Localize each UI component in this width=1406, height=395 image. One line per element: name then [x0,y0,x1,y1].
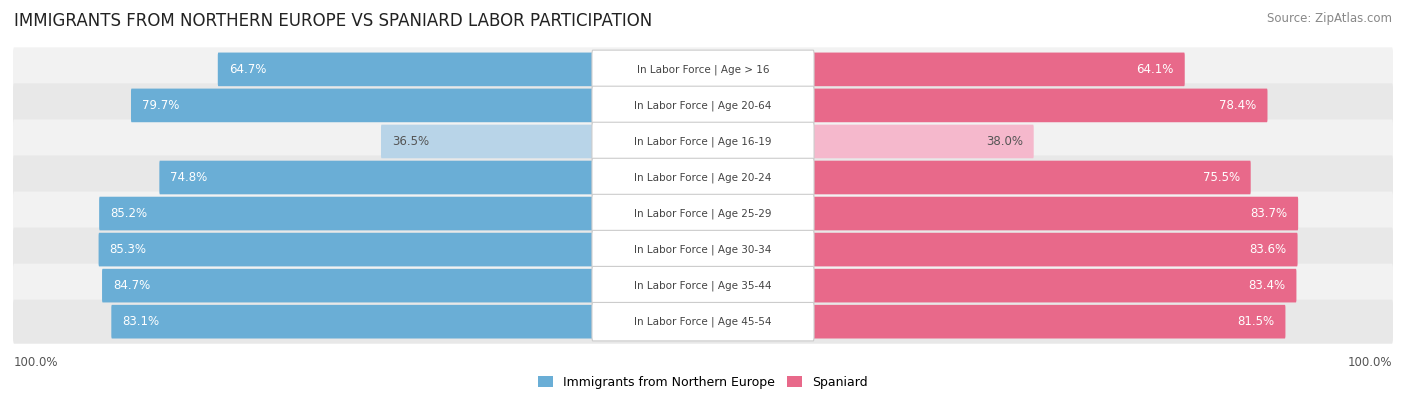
Text: In Labor Force | Age 25-29: In Labor Force | Age 25-29 [634,208,772,219]
FancyBboxPatch shape [592,303,814,341]
Text: 83.1%: 83.1% [122,315,159,328]
Text: 75.5%: 75.5% [1202,171,1240,184]
Text: In Labor Force | Age 35-44: In Labor Force | Age 35-44 [634,280,772,291]
Text: 85.3%: 85.3% [110,243,146,256]
Text: IMMIGRANTS FROM NORTHERN EUROPE VS SPANIARD LABOR PARTICIPATION: IMMIGRANTS FROM NORTHERN EUROPE VS SPANI… [14,12,652,30]
Text: 84.7%: 84.7% [112,279,150,292]
FancyBboxPatch shape [813,269,1296,303]
FancyBboxPatch shape [381,125,593,158]
FancyBboxPatch shape [592,266,814,305]
FancyBboxPatch shape [131,88,593,122]
Text: 100.0%: 100.0% [14,356,59,369]
Text: 38.0%: 38.0% [986,135,1022,148]
FancyBboxPatch shape [592,158,814,197]
FancyBboxPatch shape [592,230,814,269]
Text: 74.8%: 74.8% [170,171,208,184]
Text: In Labor Force | Age 45-54: In Labor Force | Age 45-54 [634,316,772,327]
Text: In Labor Force | Age 16-19: In Labor Force | Age 16-19 [634,136,772,147]
FancyBboxPatch shape [103,269,593,303]
Text: In Labor Force | Age 30-34: In Labor Force | Age 30-34 [634,245,772,255]
FancyBboxPatch shape [13,156,1393,199]
FancyBboxPatch shape [13,192,1393,235]
FancyBboxPatch shape [159,161,593,194]
Text: Source: ZipAtlas.com: Source: ZipAtlas.com [1267,12,1392,25]
FancyBboxPatch shape [13,119,1393,164]
FancyBboxPatch shape [592,50,814,88]
Text: 78.4%: 78.4% [1219,99,1257,112]
FancyBboxPatch shape [813,305,1285,339]
FancyBboxPatch shape [218,53,593,86]
FancyBboxPatch shape [592,194,814,233]
Text: 100.0%: 100.0% [1347,356,1392,369]
FancyBboxPatch shape [813,161,1251,194]
FancyBboxPatch shape [592,122,814,161]
Legend: Immigrants from Northern Europe, Spaniard: Immigrants from Northern Europe, Spaniar… [538,376,868,389]
FancyBboxPatch shape [13,263,1393,308]
Text: 85.2%: 85.2% [110,207,148,220]
FancyBboxPatch shape [13,300,1393,344]
Text: 83.7%: 83.7% [1250,207,1288,220]
Text: 81.5%: 81.5% [1237,315,1275,328]
Text: 83.6%: 83.6% [1250,243,1286,256]
Text: In Labor Force | Age > 16: In Labor Force | Age > 16 [637,64,769,75]
FancyBboxPatch shape [100,197,593,230]
Text: 64.1%: 64.1% [1136,63,1174,76]
Text: 79.7%: 79.7% [142,99,179,112]
FancyBboxPatch shape [13,47,1393,91]
FancyBboxPatch shape [592,86,814,125]
FancyBboxPatch shape [813,233,1298,266]
FancyBboxPatch shape [813,88,1267,122]
FancyBboxPatch shape [111,305,593,339]
Text: 83.4%: 83.4% [1249,279,1285,292]
FancyBboxPatch shape [13,83,1393,128]
FancyBboxPatch shape [813,53,1185,86]
Text: In Labor Force | Age 20-24: In Labor Force | Age 20-24 [634,172,772,183]
FancyBboxPatch shape [98,233,593,266]
FancyBboxPatch shape [13,228,1393,272]
FancyBboxPatch shape [813,197,1298,230]
Text: In Labor Force | Age 20-64: In Labor Force | Age 20-64 [634,100,772,111]
Text: 36.5%: 36.5% [392,135,429,148]
Text: 64.7%: 64.7% [229,63,266,76]
FancyBboxPatch shape [813,125,1033,158]
